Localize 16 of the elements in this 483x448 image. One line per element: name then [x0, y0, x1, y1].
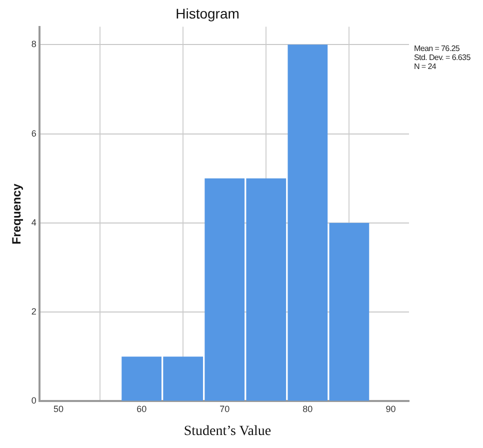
y-tick-label: 0: [31, 396, 36, 406]
x-tick-label: 70: [220, 404, 230, 414]
y-tick-label: 2: [31, 306, 36, 317]
x-tick-label: 60: [136, 404, 147, 414]
y-tick-label: 8: [31, 39, 36, 50]
x-tick-label: 50: [54, 404, 64, 414]
y-tick-label: 6: [31, 128, 36, 138]
text: N = 24: [414, 62, 437, 71]
x-tick-label: 80: [302, 404, 313, 414]
text: Mean = 76.25: [414, 44, 461, 53]
x-tick-label: 90: [386, 404, 396, 414]
x-axis-title: Student’s Value: [182, 424, 272, 440]
chart-title: Histogram: [176, 5, 240, 22]
text: Std. Dev. = 6.635: [414, 53, 470, 62]
y-axis-title: Frequency: [10, 183, 24, 244]
y-tick-label: 4: [31, 217, 36, 228]
